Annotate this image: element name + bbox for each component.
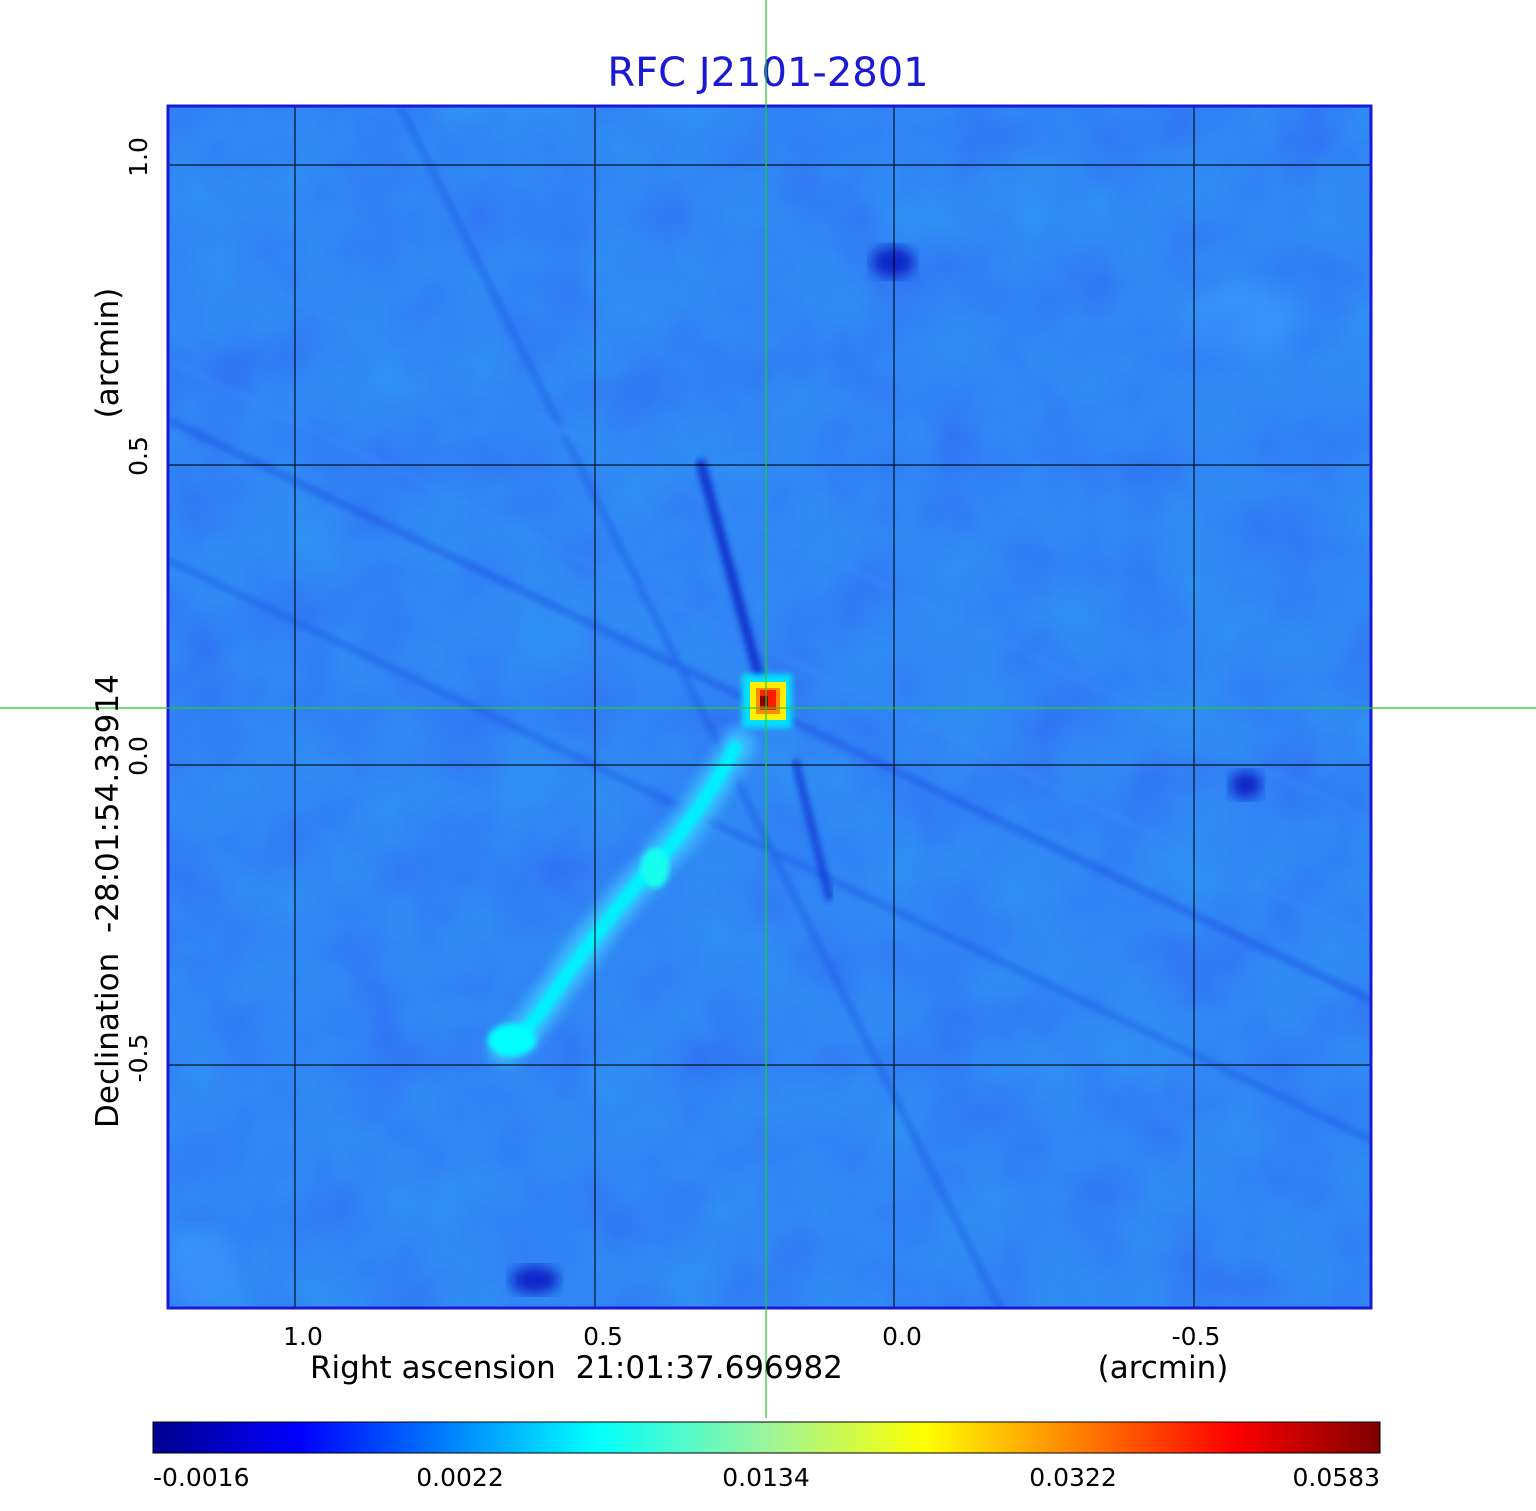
x-tick-label: -0.5 [1172,1322,1221,1351]
colorbar-tick-label: 0.0322 [1029,1463,1116,1492]
y-tick-labels: 1.0 0.5 0.0 -0.5 [124,137,153,1082]
colorbar-tick-label: 0.0583 [1293,1463,1380,1492]
dark-streak [695,458,765,682]
dark-streak [791,759,834,901]
x-tick-label: 1.0 [283,1322,323,1351]
jet-emission [488,728,755,1065]
y-tick-label: 0.5 [124,436,153,476]
coordinate-grid [168,106,1371,1308]
core-peak [742,674,792,728]
light-patch [1180,280,1300,360]
crosshair [0,0,1536,1418]
x-tick-labels: 1.0 0.5 0.0 -0.5 [283,1322,1220,1351]
colorbar-tick-label: -0.0016 [153,1463,250,1492]
colorbar-tick-label: 0.0134 [722,1463,809,1492]
colorbar-gradient [152,1421,1381,1454]
y-tick-label: 1.0 [124,137,153,177]
colorbar: -0.0016 0.0022 0.0134 0.0322 0.0583 [152,1421,1381,1492]
x-tick-label: 0.0 [882,1322,922,1351]
dark-patch [871,246,915,278]
y-axis-unit: (arcmin) [90,288,126,419]
x-axis-label: Right ascension 21:01:37.696982 [310,1350,843,1386]
y-axis-label: Declination -28:01:54.33914 [90,674,126,1128]
map-image [168,106,1371,1308]
figure-title: RFC J2101-2801 [607,50,928,96]
colorbar-tick-label: 0.0022 [416,1463,503,1492]
y-tick-label: -0.5 [124,1034,153,1083]
light-patch [168,1230,240,1308]
dark-patch [1230,771,1262,799]
dark-patch [511,1266,559,1294]
x-tick-label: 0.5 [583,1322,623,1351]
x-axis-unit: (arcmin) [1098,1350,1229,1386]
y-tick-label: 0.0 [124,736,153,776]
map-frame [166,104,1373,1310]
